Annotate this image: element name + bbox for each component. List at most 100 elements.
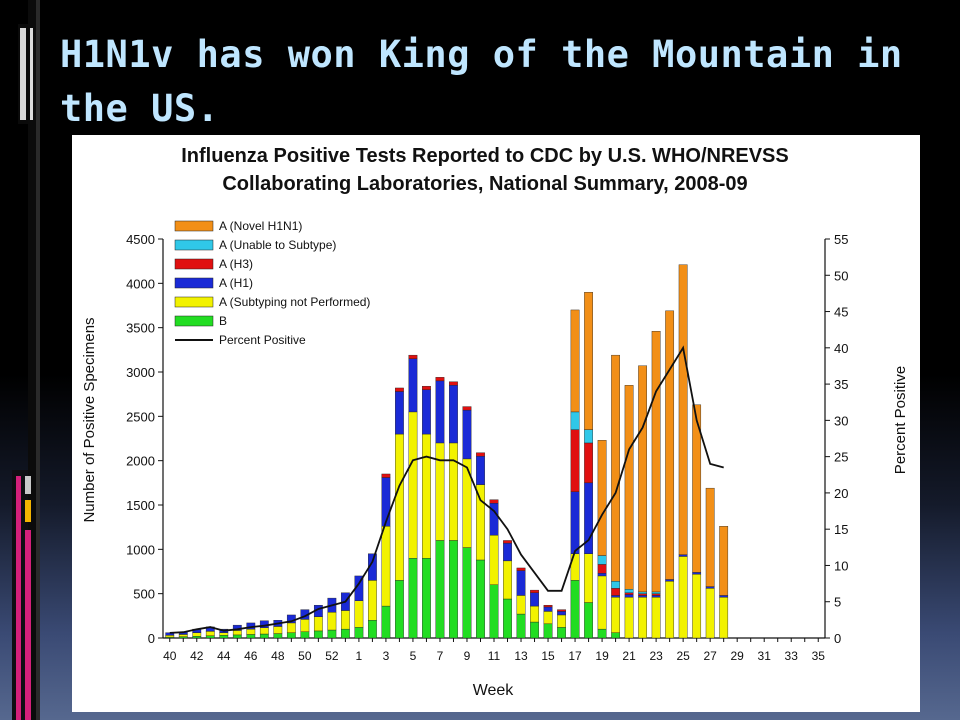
bar-segment <box>422 385 431 390</box>
bar-segment <box>611 588 620 596</box>
x-tick-label: 44 <box>217 649 231 663</box>
y-tick-label-left: 1500 <box>126 498 155 513</box>
bar-segment <box>381 473 391 478</box>
bar-segment <box>719 595 729 598</box>
bar-segment <box>503 598 512 639</box>
y-tick-label-right: 10 <box>834 558 848 573</box>
bar-segment <box>503 542 512 562</box>
legend-swatch <box>174 296 214 308</box>
bar-segment <box>476 456 485 485</box>
bar-segment <box>286 622 296 633</box>
legend-label: B <box>219 314 227 328</box>
x-tick-label: 50 <box>298 649 312 663</box>
x-tick-label: 52 <box>325 649 339 663</box>
bar-segment <box>259 633 269 639</box>
y-tick-label-left: 1000 <box>126 542 155 557</box>
y-tick-label-right: 30 <box>834 413 848 428</box>
bar-segment <box>638 593 648 596</box>
bar-segment <box>638 595 648 598</box>
bar-segment <box>327 612 337 631</box>
bar-segment <box>232 634 242 639</box>
bar-segment <box>570 491 580 554</box>
legend-swatch <box>174 239 214 251</box>
slide-decoration <box>12 0 40 720</box>
legend-label: A (H1) <box>219 276 253 290</box>
x-tick-label: 31 <box>758 649 772 663</box>
bar-segment <box>516 567 526 571</box>
bar-segment <box>570 429 580 492</box>
bar-segment <box>435 540 445 639</box>
bar-segment <box>624 594 634 598</box>
x-tick-label: 1 <box>356 649 363 663</box>
bar-segment <box>368 580 377 621</box>
bar-segment <box>624 592 634 595</box>
x-tick-label: 19 <box>595 649 609 663</box>
bar-segment <box>692 404 702 573</box>
y-tick-label-left: 2000 <box>126 454 155 469</box>
y-tick-label-right: 25 <box>834 450 848 465</box>
bar-segment <box>611 632 620 639</box>
bar-segment <box>611 595 620 598</box>
bar-segment <box>313 616 323 632</box>
bar-segment <box>665 579 675 582</box>
bar-segment <box>597 555 607 565</box>
bar-segment <box>476 452 485 457</box>
bar-segment <box>530 589 539 593</box>
bar-segment <box>557 611 566 616</box>
bar-segment <box>462 409 472 460</box>
bar-segment <box>449 540 458 639</box>
y-axis-label-right: Percent Positive <box>892 366 909 474</box>
bar-segment <box>395 391 404 435</box>
bar-segment <box>543 623 553 639</box>
bar-segment <box>530 592 539 607</box>
bar-segment <box>611 354 620 582</box>
bar-segment <box>705 588 715 639</box>
bar-segment <box>246 628 256 635</box>
bar-segment <box>408 558 418 639</box>
bar-segment <box>449 385 458 444</box>
bar-segment <box>422 558 431 639</box>
y-tick-label-right: 40 <box>834 341 848 356</box>
legend-label: A (Novel H1N1) <box>219 219 302 233</box>
bar-segment <box>597 564 607 574</box>
bar-segment <box>273 633 283 639</box>
bar-segment <box>273 626 283 634</box>
bar-segment <box>205 631 215 636</box>
bar-segment <box>543 604 553 608</box>
bar-segment <box>476 484 485 561</box>
influenza-chart: Influenza Positive Tests Reported to CDC… <box>72 135 920 712</box>
bar-segment <box>435 377 445 382</box>
x-tick-label: 29 <box>731 649 745 663</box>
bar-segment <box>557 614 566 628</box>
x-tick-label: 5 <box>410 649 417 663</box>
bar-segment <box>611 597 620 633</box>
legend-swatch <box>174 315 214 327</box>
chart-svg: Influenza Positive Tests Reported to CDC… <box>81 145 909 699</box>
bar-segment <box>570 580 580 639</box>
bar-segment <box>192 632 202 637</box>
bar-segment <box>489 584 499 639</box>
x-tick-label: 17 <box>568 649 582 663</box>
y-tick-label-right: 35 <box>834 377 848 392</box>
bar-segment <box>408 354 418 359</box>
bar-segment <box>340 610 350 630</box>
bar-segment <box>651 331 661 593</box>
bar-segment <box>624 385 634 590</box>
bar-segment <box>165 632 175 636</box>
bar-segment <box>638 591 648 594</box>
bar-segment <box>584 553 593 603</box>
x-tick-label: 35 <box>812 649 826 663</box>
x-tick-label: 48 <box>271 649 285 663</box>
bar-segment <box>611 581 620 589</box>
x-tick-label: 9 <box>464 649 471 663</box>
y-tick-label-left: 4500 <box>126 232 155 247</box>
legend-swatch <box>174 220 214 232</box>
bar-segment <box>597 440 607 556</box>
bar-segment <box>489 534 499 585</box>
y-tick-label-left: 4000 <box>126 276 155 291</box>
bar-segment <box>705 586 715 589</box>
bar-segment <box>340 628 350 639</box>
bar-segment <box>651 591 661 594</box>
bar-segment <box>300 619 310 632</box>
x-tick-label: 25 <box>676 649 690 663</box>
